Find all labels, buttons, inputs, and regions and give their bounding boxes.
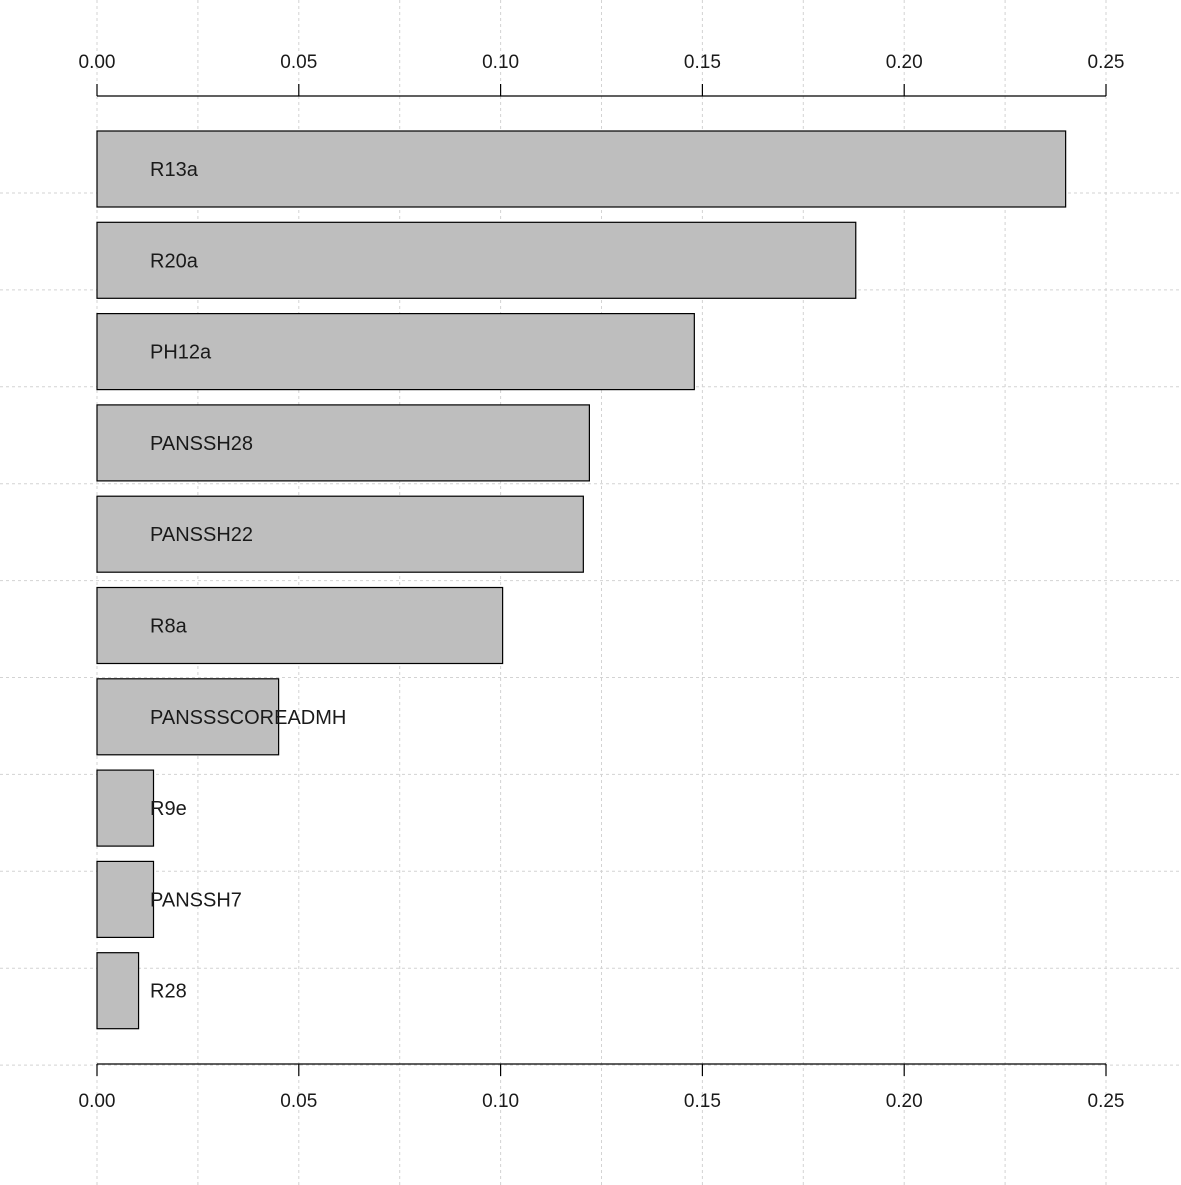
bar-label: PANSSH28 (150, 433, 253, 455)
tick-label: 0.20 (886, 1091, 923, 1112)
bar-label: R20a (150, 250, 199, 272)
bar-r20a (96, 221, 857, 299)
bar-panssh7 (96, 860, 155, 939)
bar-r28 (96, 952, 140, 1030)
bar-label: R8a (150, 616, 188, 638)
bar-r8a (96, 586, 504, 665)
tick-label: 0.10 (482, 52, 519, 73)
bars (96, 130, 1067, 1030)
tick-label: 0.05 (280, 1091, 317, 1112)
tick-label: 0.25 (1088, 52, 1125, 73)
bar-panssh22 (96, 495, 584, 573)
bar-r9e (96, 769, 155, 847)
bar-label: PANSSH22 (150, 524, 253, 546)
tick-label: 0.20 (886, 52, 923, 73)
top-axis: 0.00 0.05 0.10 0.15 0.20 0.25 (79, 52, 1125, 97)
bottom-axis: 0.00 0.05 0.10 0.15 0.20 0.25 (79, 1063, 1125, 1112)
bar-label: PH12a (150, 342, 212, 364)
tick-label: 0.10 (482, 1091, 519, 1112)
tick-label: 0.00 (79, 52, 116, 73)
bar-label: R13a (150, 159, 199, 181)
tick-label: 0.05 (280, 52, 317, 73)
tick-label: 0.25 (1088, 1091, 1125, 1112)
tick-label: 0.15 (684, 52, 721, 73)
bar-label: R9e (150, 798, 187, 820)
bar-ph12a (96, 313, 695, 391)
bar-label: PANSSSCOREADMH (150, 707, 346, 729)
bar-panssh28 (96, 404, 590, 482)
bar-label: R28 (150, 981, 187, 1003)
bar-labels: R13a R20a PH12a PANSSH28 PANSSH22 R8a PANSSSCO… (150, 159, 346, 1003)
tick-label: 0.00 (79, 1091, 116, 1112)
bar-label: PANSSH7 (150, 889, 242, 911)
tick-label: 0.15 (684, 1091, 721, 1112)
bar-r13a (96, 130, 1067, 208)
bar-panssscoreadmh (96, 678, 280, 756)
